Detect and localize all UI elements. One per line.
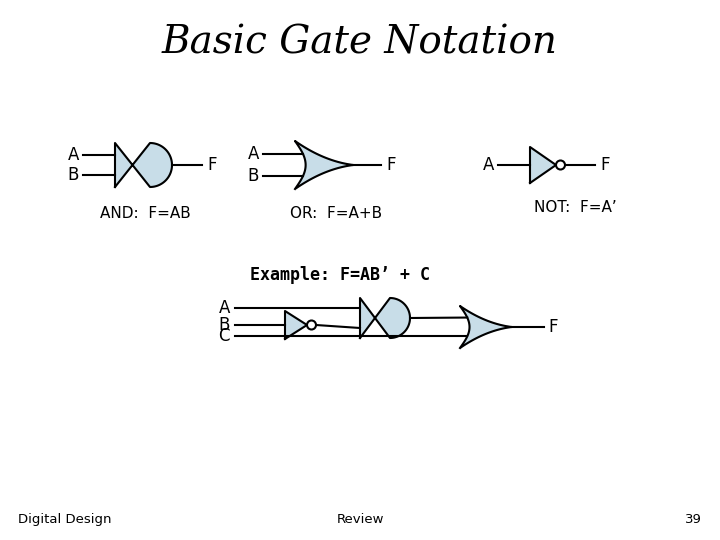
Text: F: F [207, 156, 217, 174]
Text: A: A [248, 145, 259, 163]
Text: B: B [68, 166, 79, 184]
Text: A: A [482, 156, 494, 174]
Text: F: F [549, 318, 558, 336]
Text: B: B [219, 316, 230, 334]
Text: Example: F=AB’ + C: Example: F=AB’ + C [250, 266, 430, 284]
Text: Review: Review [336, 513, 384, 526]
Polygon shape [285, 311, 307, 339]
Circle shape [307, 321, 316, 329]
Text: NOT:  F=A’: NOT: F=A’ [534, 199, 617, 214]
Text: AND:  F=AB: AND: F=AB [100, 206, 191, 220]
Polygon shape [295, 141, 354, 189]
Text: 39: 39 [685, 513, 702, 526]
Text: Basic Gate Notation: Basic Gate Notation [162, 25, 558, 62]
Polygon shape [460, 306, 512, 348]
Text: A: A [219, 299, 230, 317]
Text: F: F [387, 156, 396, 174]
Polygon shape [360, 298, 410, 338]
Text: Digital Design: Digital Design [18, 513, 112, 526]
Polygon shape [115, 143, 172, 187]
Text: B: B [248, 167, 259, 185]
Circle shape [556, 160, 565, 170]
Text: A: A [68, 146, 79, 164]
Polygon shape [530, 147, 556, 183]
Text: OR:  F=A+B: OR: F=A+B [290, 206, 382, 220]
Text: F: F [600, 156, 610, 174]
Text: C: C [218, 327, 230, 346]
